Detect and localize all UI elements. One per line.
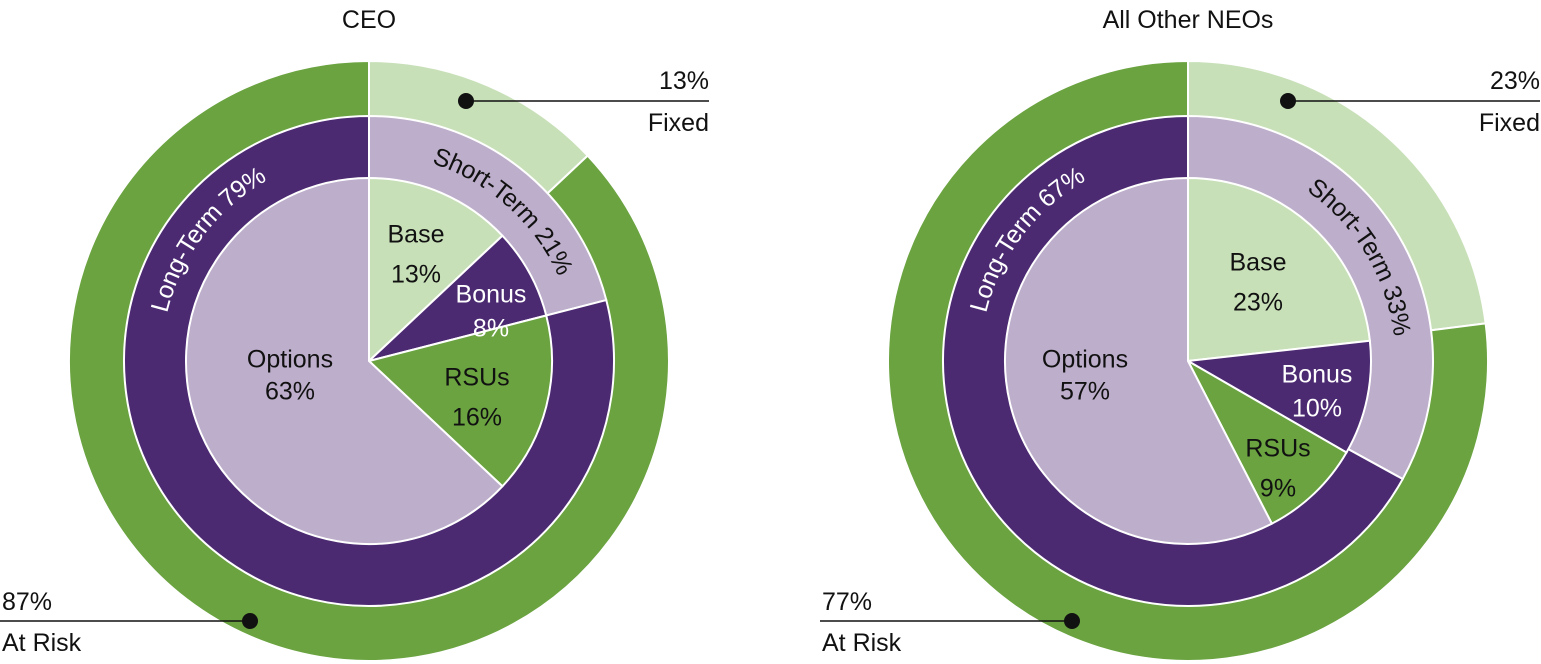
all-other-neos-base-value: 23%	[1233, 289, 1283, 317]
all-other-neos-at-risk-label: At Risk	[822, 629, 902, 657]
ceo-fixed-value: 13%	[659, 67, 709, 95]
ceo-inner-base-slice	[368, 176, 504, 364]
ceo-bonus-label: Bonus	[456, 281, 527, 309]
ceo-base-label: Base	[388, 221, 445, 249]
all-other-neos-rsus-value: 9%	[1260, 475, 1296, 503]
ceo-fixed-label: Fixed	[648, 109, 709, 137]
ceo-inner-bonus-slice	[368, 234, 548, 362]
all-other-neos-options-value: 57%	[1060, 378, 1110, 406]
all-other-neos-at-risk-value: 77%	[822, 588, 872, 616]
ceo-at-risk-value: 87%	[2, 588, 52, 616]
all-other-neos-fixed-label: Fixed	[1479, 109, 1540, 137]
all-other-neos-bonus-label: Bonus	[1282, 361, 1353, 389]
ceo-at-risk-label: At Risk	[2, 629, 82, 657]
ceo-at-risk-marker	[242, 613, 258, 629]
ceo-rsus-value: 16%	[452, 404, 502, 432]
ceo-title: CEO	[342, 6, 396, 34]
ceo-options-value: 63%	[265, 378, 315, 406]
ceo-fixed-marker	[458, 93, 474, 109]
ceo-inner-rsus-slice	[366, 314, 553, 488]
all-other-neos-base-label: Base	[1230, 249, 1287, 277]
all-other-neos-inner-base-slice	[1187, 176, 1371, 363]
all-other-neos-fixed-marker	[1280, 93, 1296, 109]
ceo-inner-options-slice	[185, 176, 504, 545]
all-other-neos-rsus-label: RSUs	[1245, 435, 1310, 463]
ceo-options-label: Options	[247, 346, 333, 374]
all-other-neos-fixed-value: 23%	[1490, 67, 1540, 95]
all-other-neos-inner-rsus-slice	[1185, 358, 1348, 526]
all-other-neos-title: All Other NEOs	[1103, 6, 1274, 34]
all-other-neos-at-risk-marker	[1064, 613, 1080, 629]
ceo-rsus-label: RSUs	[444, 364, 509, 392]
all-other-neos-inner-options-slice	[1004, 176, 1274, 545]
ceo-bonus-value: 8%	[473, 315, 509, 343]
all-other-neos-inner-bonus-slice	[1184, 339, 1372, 454]
all-other-neos-bonus-value: 10%	[1292, 395, 1342, 423]
all-other-neos-options-label: Options	[1042, 346, 1128, 374]
ceo-base-value: 13%	[391, 261, 441, 289]
